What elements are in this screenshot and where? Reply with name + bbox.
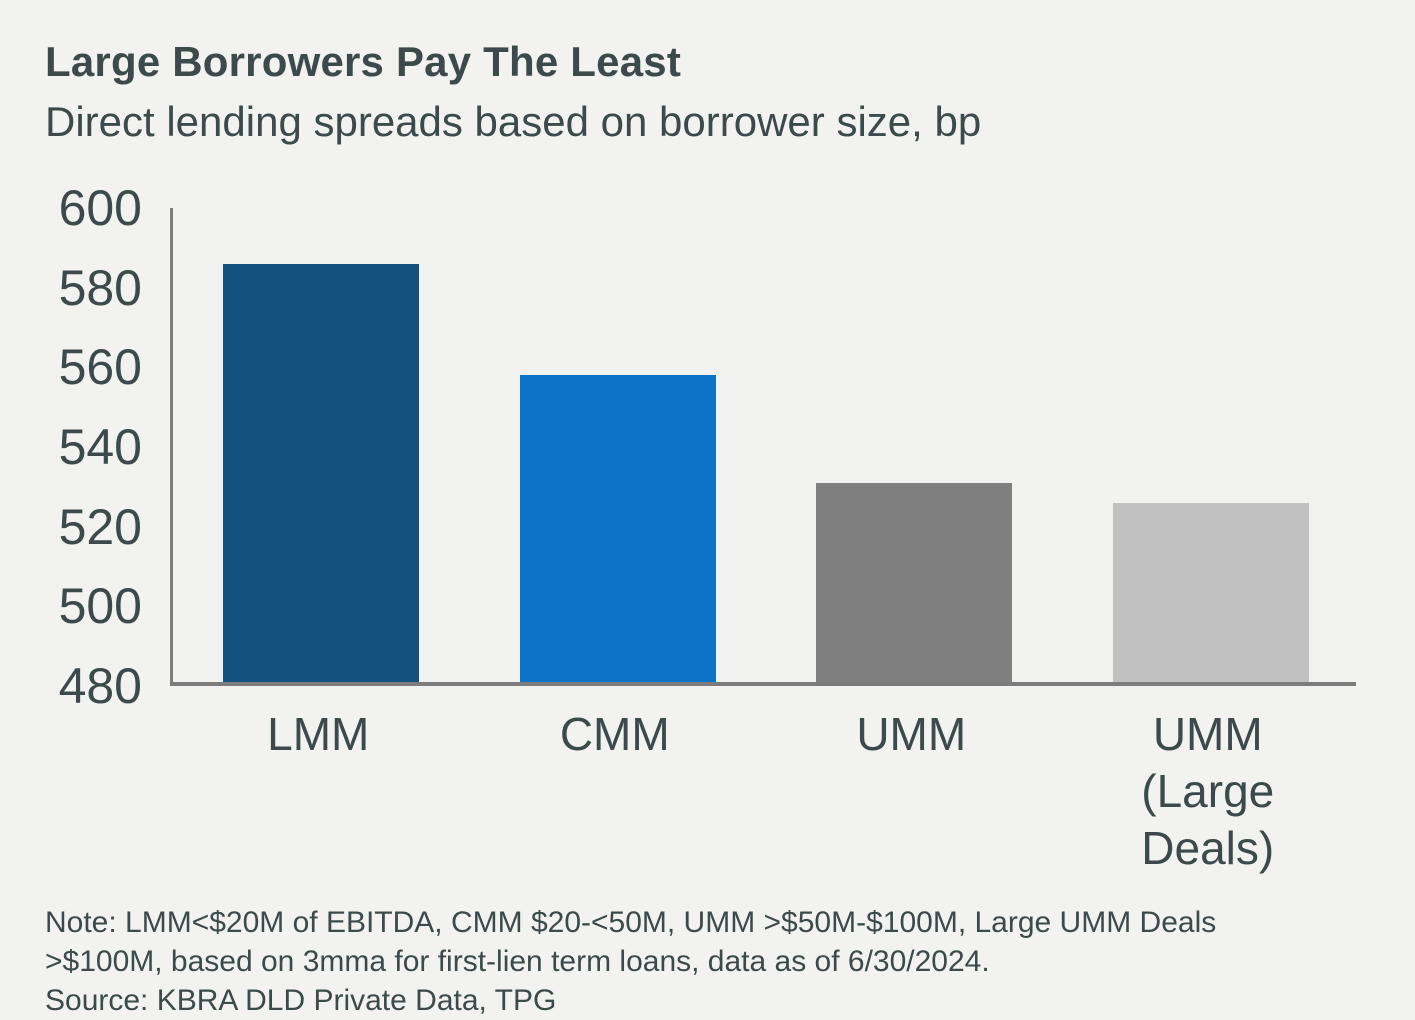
y-axis-tick-label-600: 600 — [58, 180, 142, 236]
y-axis-labels: 480 500 520 540 560 580 600 — [22, 183, 142, 711]
chart-title: Large Borrowers Pay The Least — [45, 38, 682, 85]
chart-subtitle: Direct lending spreads based on borrower… — [45, 98, 982, 145]
bar-umm — [816, 482, 1013, 682]
y-axis-tick-label-480: 480 — [58, 658, 142, 714]
x-axis-label-line: CMM — [559, 708, 670, 760]
x-axis-label-lmm: LMM — [170, 706, 466, 763]
x-axis-label-line: LMM — [267, 708, 370, 760]
bar-umm-large-deals — [1112, 502, 1309, 682]
x-axis-labels: LMM CMM UMM UMM (Large Deals) — [170, 706, 1356, 886]
plot-area — [170, 208, 1356, 686]
bar-lmm — [223, 263, 420, 682]
y-axis-tick-label-520: 520 — [58, 498, 142, 555]
x-axis-label-umm: UMM — [763, 706, 1059, 763]
y-axis-tick-label-580: 580 — [58, 259, 142, 316]
source-line: Source: KBRA DLD Private Data, TPG — [45, 984, 557, 1017]
x-axis-label-line: UMM — [1152, 708, 1263, 760]
x-axis-label-line: (Large — [1141, 765, 1275, 817]
y-axis-tick-label-500: 500 — [58, 578, 142, 635]
chart-footnote: Note: LMM<$20M of EBITDA, CMM $20-<50M, … — [45, 903, 1216, 1020]
note-line: >$100M, based on 3mma for first-lien ter… — [45, 945, 990, 978]
x-axis-label-line: Deals) — [1141, 822, 1275, 874]
x-axis-label-umm-large-deals: UMM (Large Deals) — [1060, 706, 1356, 877]
note-line: Note: LMM<$20M of EBITDA, CMM $20-<50M, … — [45, 906, 1217, 939]
x-axis-label-cmm: CMM — [467, 706, 763, 763]
y-axis-tick-label-560: 560 — [58, 339, 142, 396]
x-axis-label-line: UMM — [856, 708, 967, 760]
bar-cmm — [519, 375, 716, 682]
y-axis-tick-label-540: 540 — [58, 419, 142, 475]
